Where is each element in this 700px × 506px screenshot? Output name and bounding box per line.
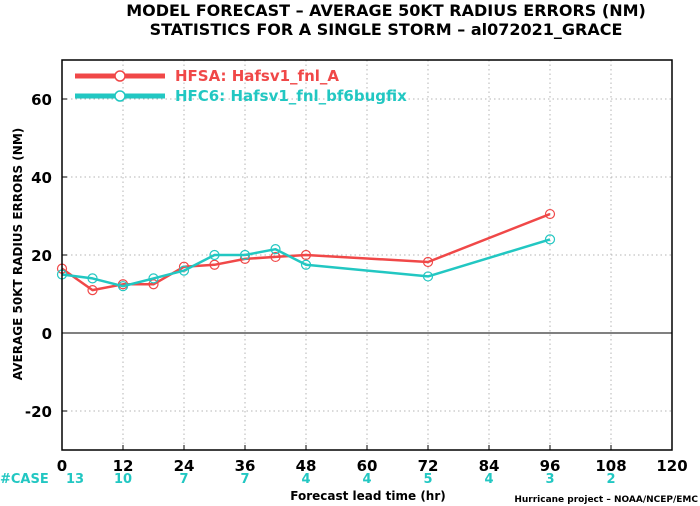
chart-title: MODEL FORECAST – AVERAGE 50KT RADIUS ERR… (126, 1, 646, 20)
series-1-point (422, 256, 434, 268)
x-tick-label: 108 (595, 457, 626, 475)
x-tick-label: 60 (357, 457, 378, 475)
series-2-point (239, 249, 251, 261)
series-1-point (87, 285, 98, 296)
series-2-point (178, 265, 190, 276)
x-tick-label: 36 (235, 457, 256, 475)
x-tick-label: 0 (57, 457, 67, 475)
series-2-point (300, 259, 312, 270)
case-count: 4 (362, 472, 371, 487)
series-2-point (270, 244, 281, 255)
series-layer (56, 208, 556, 296)
chart-subtitle: STATISTICS FOR A SINGLE STORM – al072021… (150, 20, 623, 39)
x-tick-label: 24 (174, 457, 195, 475)
case-count: 3 (545, 472, 554, 487)
y-axis-label: AVERAGE 50KT RADIUS ERRORS (NM) (11, 128, 25, 380)
series-line-2 (61, 238, 551, 288)
y-tick-label: 60 (31, 91, 52, 109)
case-count: 7 (240, 472, 249, 487)
case-count: 4 (484, 472, 493, 487)
x-tick-label: 84 (479, 457, 500, 475)
case-count: 7 (179, 472, 188, 487)
legend-marker-2 (114, 90, 126, 102)
case-count: 13 (66, 472, 84, 487)
y-tick-label: 20 (31, 247, 52, 265)
tick-labels: 0 12 24 36 48 60 72 84 96 108 120 -20 0 20 40 60 (25, 91, 688, 475)
case-counts: #CASE 13 10 7 7 4 4 5 4 3 2 (0, 472, 616, 487)
series-2-point (87, 273, 98, 284)
case-count: 10 (114, 472, 132, 487)
y-tick-label: -20 (25, 403, 52, 421)
case-count: 5 (423, 472, 432, 487)
legend: HFSA: Hafsv1_fnl_A HFC6: Hafsv1_fnl_bf6bu… (75, 67, 407, 105)
x-tick-label: 48 (296, 457, 317, 475)
y-tick-label: 40 (31, 169, 52, 187)
legend-marker-1 (114, 70, 126, 82)
series-1-point (270, 251, 281, 263)
x-tick-label: 96 (540, 457, 561, 475)
x-axis-label: Forecast lead time (hr) (290, 489, 446, 503)
series-1-point (148, 279, 159, 290)
legend-label-2: HFC6: Hafsv1_fnl_bf6bugfix (175, 87, 407, 105)
series-2-point (209, 249, 220, 261)
series-line-1 (61, 212, 551, 292)
credit-text: Hurricane project – NOAA/NCEP/EMC (514, 495, 698, 505)
series-2-point (544, 234, 556, 245)
series-2-point (422, 271, 434, 282)
x-tick-label: 12 (113, 457, 134, 475)
series-1-point (300, 249, 312, 261)
case-count: 2 (606, 472, 615, 487)
y-tick-label: 0 (42, 325, 52, 343)
series-1-point (209, 259, 220, 270)
case-label: #CASE (0, 472, 49, 487)
case-count: 4 (301, 472, 310, 487)
series-2-point (148, 273, 159, 284)
x-tick-label: 120 (656, 457, 687, 475)
series-1-point (544, 208, 556, 220)
series-2-point (117, 281, 129, 292)
grid (62, 60, 672, 450)
x-tick-label: 72 (418, 457, 439, 475)
legend-label-1: HFSA: Hafsv1_fnl_A (175, 67, 339, 85)
